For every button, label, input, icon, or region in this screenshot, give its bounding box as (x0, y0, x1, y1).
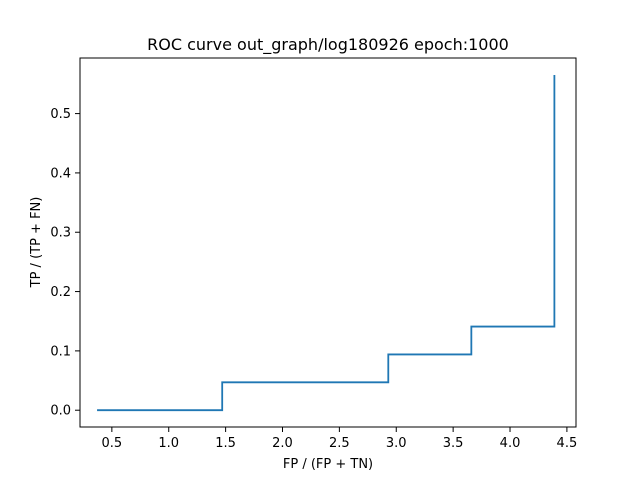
x-tick-label: 2.5 (329, 436, 350, 451)
x-tick-label: 3.5 (443, 436, 464, 451)
y-tick-label: 0.1 (50, 344, 71, 359)
x-tick-label: 0.5 (102, 436, 123, 451)
plot-area (80, 58, 576, 427)
x-tick-label: 4.0 (500, 436, 521, 451)
x-tick-label: 1.5 (215, 436, 236, 451)
chart-title: ROC curve out_graph/log180926 epoch:1000 (147, 35, 509, 55)
x-tick-label: 2.0 (272, 436, 293, 451)
plot-frame (79, 57, 577, 428)
x-tick-label: 3.0 (386, 436, 407, 451)
y-tick-label: 0.4 (50, 166, 71, 181)
y-tick-label: 0.2 (50, 285, 71, 300)
x-tick-label: 1.0 (158, 436, 179, 451)
series-line-0 (97, 75, 556, 412)
y-axis-label: TP / (TP + FN) (29, 197, 44, 289)
y-ticks: 0.0 0.1 0.2 0.3 0.4 0.5 (50, 107, 80, 419)
y-tick-label: 0.5 (50, 107, 71, 122)
x-ticks: 0.5 1.0 1.5 2.0 2.5 3.0 3.5 4.0 4.5 (102, 427, 578, 451)
series-layer (97, 75, 556, 412)
y-tick-label: 0.3 (50, 226, 71, 241)
x-axis-label: FP / (FP + TN) (283, 457, 373, 472)
y-tick-label: 0.0 (50, 404, 71, 419)
x-tick-label: 4.5 (557, 436, 578, 451)
